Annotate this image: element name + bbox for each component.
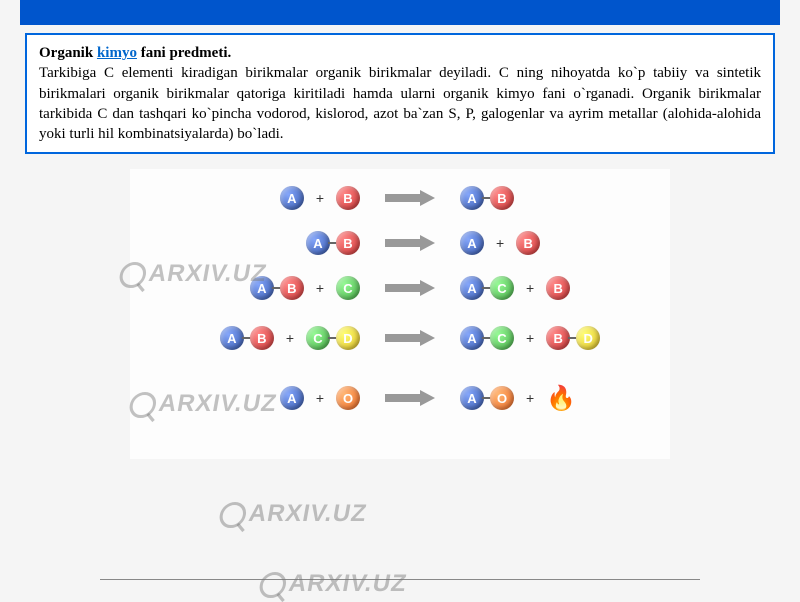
atom-b: B — [516, 231, 540, 255]
atom-c: C — [490, 276, 514, 300]
plus-sign: + — [520, 390, 540, 406]
atom-a: A — [460, 186, 484, 210]
reaction-arrow-icon — [380, 190, 440, 206]
molecule: BD — [546, 326, 600, 350]
atom-b: B — [250, 326, 274, 350]
atom-c: C — [490, 326, 514, 350]
products: AO + 🔥 — [460, 384, 660, 413]
title-post: fani predmeti. — [137, 45, 231, 61]
plus-sign: + — [520, 330, 540, 346]
reactants: A + O — [160, 386, 360, 410]
atom-a: A — [460, 231, 484, 255]
molecule: AB — [306, 231, 360, 255]
molecule: AB — [220, 326, 274, 350]
atom-b: B — [546, 276, 570, 300]
reactants: A + B — [160, 186, 360, 210]
atom-a: A — [460, 276, 484, 300]
atom-d: D — [576, 326, 600, 350]
reaction-row: AB+CDAC+BD — [130, 319, 670, 357]
title-link: kimyo — [97, 45, 137, 61]
reaction-arrow-icon — [380, 390, 440, 406]
atom-c: C — [336, 276, 360, 300]
watermark: ARXIV.UZ — [258, 570, 410, 598]
atom-a: A — [220, 326, 244, 350]
atom-c: C — [306, 326, 330, 350]
atom-b: B — [490, 186, 514, 210]
molecule: AO — [460, 386, 514, 410]
reaction-row: A+BAB — [130, 179, 670, 217]
atom-b: B — [336, 231, 360, 255]
plus-sign: + — [490, 235, 510, 251]
reaction-arrow-icon — [380, 330, 440, 346]
plus-sign: + — [280, 330, 300, 346]
reaction-diagram: A+BABABA+BAB+CAC+BAB+CDAC+BDA+OAO+🔥 — [130, 169, 670, 459]
magnifier-icon — [218, 502, 249, 528]
reaction-row: A+OAO+🔥 — [130, 379, 670, 417]
text-box: Organik kimyo fani predmeti. Tarkibiga C… — [25, 33, 775, 154]
molecule: AC — [460, 326, 514, 350]
plus-sign: + — [310, 190, 330, 206]
watermark-text: ARXIV.UZ — [247, 500, 370, 527]
reaction-arrow-icon — [380, 280, 440, 296]
molecule: AC — [460, 276, 514, 300]
reaction-row: AB+CAC+B — [130, 269, 670, 307]
molecule: AB — [460, 186, 514, 210]
products: AC + BD — [460, 326, 660, 350]
header-bar — [20, 0, 780, 25]
body-text: Tarkibiga C elementi kiradigan birikmala… — [39, 65, 761, 142]
reactants: AB — [160, 231, 360, 255]
atom-a: A — [306, 231, 330, 255]
products: AB — [460, 186, 660, 210]
atom-a: A — [280, 386, 304, 410]
reactants: AB + C — [160, 276, 360, 300]
reaction-row: ABA+B — [130, 224, 670, 262]
atom-a: A — [250, 276, 274, 300]
products: A + B — [460, 231, 660, 255]
atom-b: B — [546, 326, 570, 350]
atom-a: A — [280, 186, 304, 210]
magnifier-icon — [258, 572, 289, 598]
atom-b: B — [336, 186, 360, 210]
watermark: ARXIV.UZ — [218, 500, 370, 528]
atom-o: O — [336, 386, 360, 410]
flame-icon: 🔥 — [546, 384, 576, 413]
plus-sign: + — [310, 390, 330, 406]
plus-sign: + — [310, 280, 330, 296]
title-pre: Organik — [39, 45, 97, 61]
plus-sign: + — [520, 280, 540, 296]
molecule: CD — [306, 326, 360, 350]
atom-b: B — [280, 276, 304, 300]
products: AC + B — [460, 276, 660, 300]
atom-d: D — [336, 326, 360, 350]
atom-a: A — [460, 326, 484, 350]
reaction-arrow-icon — [380, 235, 440, 251]
reactants: AB + CD — [160, 326, 360, 350]
divider-line — [100, 579, 700, 580]
atom-a: A — [460, 386, 484, 410]
watermark-text: ARXIV.UZ — [287, 570, 410, 597]
molecule: AB — [250, 276, 304, 300]
atom-o: O — [490, 386, 514, 410]
